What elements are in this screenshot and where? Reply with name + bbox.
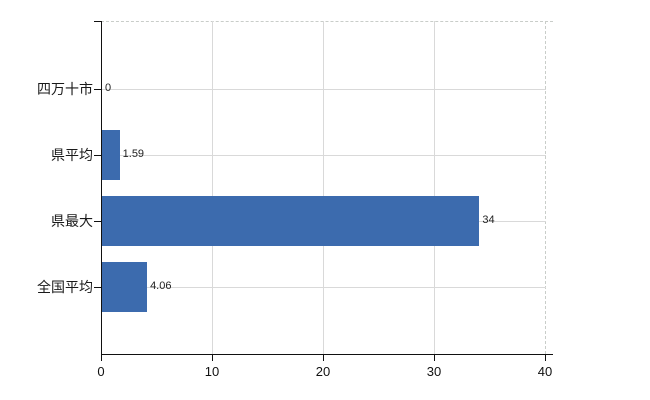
gridline-vertical [434,21,435,354]
value-label: 1.59 [122,148,145,160]
y-axis-tick [94,221,101,222]
x-axis-tick [212,354,213,361]
y-axis [101,21,102,354]
y-axis-tick [94,89,101,90]
x-tick-label: 40 [537,364,553,379]
y-axis-top-tick [94,21,101,22]
category-label: 四万十市 [37,81,93,97]
x-tick-label: 30 [426,364,442,379]
gridline-vertical [212,21,213,354]
category-label: 全国平均 [37,279,93,295]
bar [102,262,147,312]
value-label: 34 [482,214,495,226]
plot-top-border [101,21,553,22]
x-tick-label: 10 [204,364,220,379]
x-axis-tick [434,354,435,361]
y-axis-tick [94,155,101,156]
gridline-vertical [323,21,324,354]
gridline-horizontal [102,287,546,288]
value-label: 0 [105,82,112,94]
x-tick-label: 0 [97,364,105,379]
x-tick-label: 20 [315,364,331,379]
category-label: 県最大 [51,213,93,229]
category-label: 県平均 [51,147,93,163]
bar [102,130,120,180]
x-axis-tick [101,354,102,361]
value-label: 4.06 [150,280,172,292]
x-axis-tick [545,354,546,361]
x-axis-tick [323,354,324,361]
y-axis-tick [94,287,101,288]
gridline-vertical [545,21,546,354]
x-axis [101,354,553,355]
bar [102,196,479,246]
gridline-horizontal [102,155,546,156]
gridline-horizontal [102,89,546,90]
